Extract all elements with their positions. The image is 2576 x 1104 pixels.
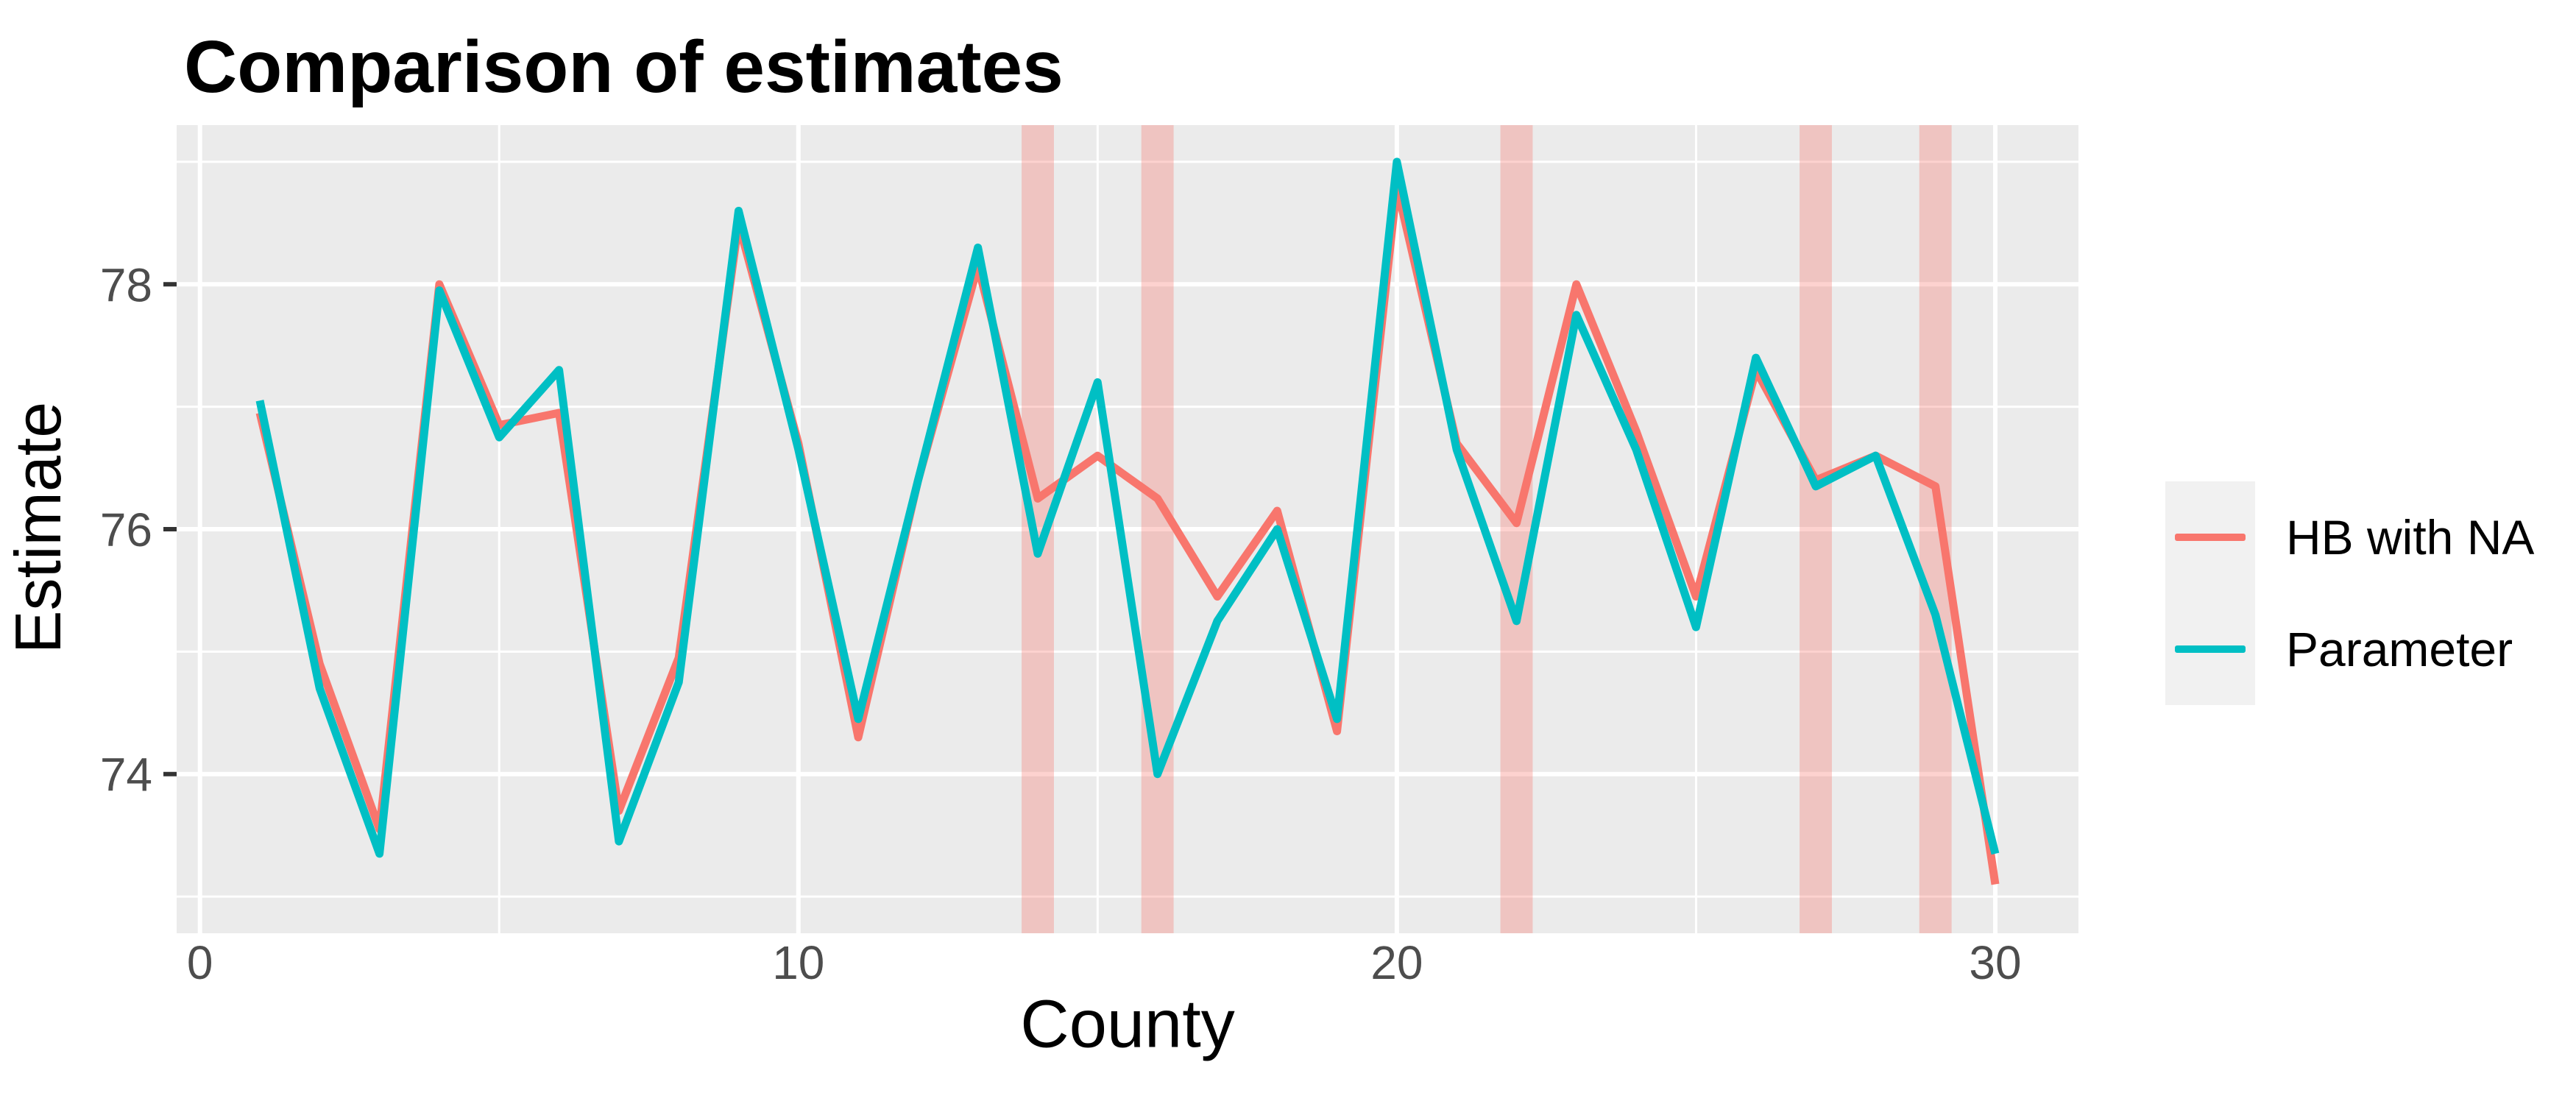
na-band (1800, 125, 1833, 933)
legend-key-line (2175, 534, 2246, 541)
y-tick-label: 78 (100, 258, 152, 311)
legend-label: HB with NA (2286, 510, 2535, 565)
legend-key (2165, 593, 2255, 705)
x-tick-label: 20 (1370, 936, 1423, 989)
legend-item-hb-with-na: HB with NA (2165, 481, 2534, 593)
series-line-parameter (255, 158, 2000, 858)
y-tick-label: 74 (100, 749, 152, 802)
x-tick-label: 30 (1969, 936, 2021, 989)
y-axis-title: Estimate (1, 401, 74, 654)
legend-label: Parameter (2286, 622, 2513, 676)
y-tick-label: 76 (100, 503, 152, 556)
legend-item-parameter: Parameter (2165, 593, 2534, 705)
na-band (1919, 125, 1952, 933)
legend-key-line (2175, 645, 2246, 653)
x-tick-label: 10 (772, 936, 824, 989)
legend: HB with NA Parameter (2165, 481, 2534, 705)
na-band (1500, 125, 1533, 933)
x-tick-label: 0 (187, 936, 213, 989)
x-axis-title: County (1020, 986, 1235, 1062)
series-line-hb-with-na (255, 182, 2000, 885)
na-band (1141, 125, 1174, 933)
plot-title: Comparison of estimates (184, 26, 1064, 108)
legend-key (2165, 481, 2255, 593)
